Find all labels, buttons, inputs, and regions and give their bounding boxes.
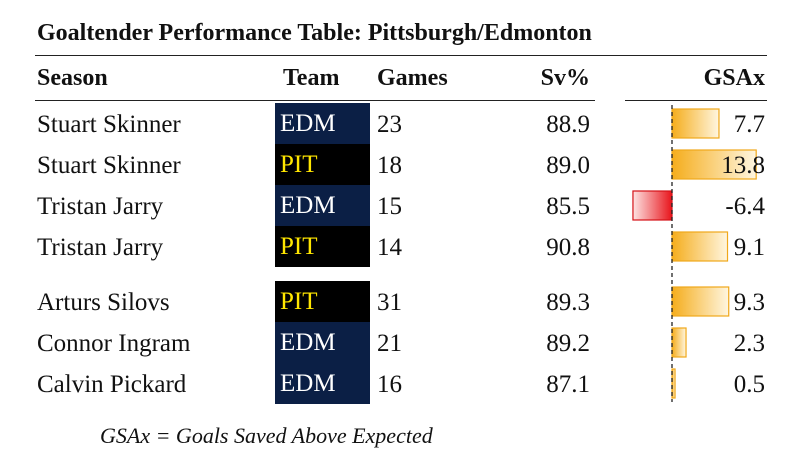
rule [35, 55, 767, 56]
team-code: PIT [280, 233, 318, 260]
team-code: EDM [280, 192, 336, 219]
gsax-bar [671, 327, 687, 358]
player-name: Connor Ingram [37, 330, 191, 357]
save-pct: 87.1 [546, 371, 590, 398]
team-code: EDM [280, 370, 336, 397]
player-name: Stuart Skinner [37, 111, 181, 138]
gsax-bar [671, 108, 720, 139]
table-title: Goaltender Performance Table: Pittsburgh… [37, 20, 592, 46]
save-pct: 89.2 [546, 330, 590, 357]
gsax-bar [632, 190, 673, 221]
save-pct: 85.5 [546, 193, 590, 220]
save-pct: 90.8 [546, 234, 590, 261]
column-header: Sv% [540, 65, 590, 91]
player-name: Stuart Skinner [37, 152, 181, 179]
save-pct: 88.9 [546, 111, 590, 138]
games: 16 [377, 371, 402, 398]
player-name: Calvin Pickard [37, 371, 187, 398]
column-header: Season [37, 65, 108, 91]
save-pct: 89.0 [546, 152, 590, 179]
gsax-value: 7.7 [733, 111, 765, 138]
gsax-value: 9.1 [733, 234, 765, 261]
games: 21 [377, 330, 402, 357]
player-name: Tristan Jarry [37, 234, 164, 261]
team-code: EDM [280, 110, 336, 137]
team-cell: EDM [275, 322, 370, 363]
team-code: EDM [280, 329, 336, 356]
rule [35, 100, 595, 101]
save-pct: 89.3 [546, 289, 590, 316]
gsax-value: 2.3 [733, 330, 765, 357]
gsax-value: 13.8 [721, 152, 765, 179]
team-cell: EDM [275, 185, 370, 226]
team-cell: PIT [275, 281, 370, 322]
gsax-value: 0.5 [733, 371, 765, 398]
column-header: Games [377, 65, 448, 91]
games: 23 [377, 111, 402, 138]
team-cell: EDM [275, 103, 370, 144]
team-cell: PIT [275, 226, 370, 267]
column-header: Team [283, 65, 340, 91]
team-code: PIT [280, 151, 318, 178]
player-name: Tristan Jarry [37, 193, 164, 220]
team-cell: PIT [275, 144, 370, 185]
gsax-bar [671, 149, 757, 180]
gsax-value: -6.4 [725, 193, 765, 220]
games: 14 [377, 234, 402, 261]
rule [625, 100, 767, 101]
team-cell: EDM [275, 363, 370, 404]
gsax-bar [671, 286, 730, 317]
games: 15 [377, 193, 402, 220]
games: 31 [377, 289, 402, 316]
games: 18 [377, 152, 402, 179]
column-header: GSAx [703, 65, 765, 91]
team-code: PIT [280, 288, 318, 315]
gsax-bar [671, 368, 676, 399]
player-name: Arturs Silovs [37, 289, 170, 316]
gsax-bar [671, 231, 729, 262]
footnote: GSAx = Goals Saved Above Expected [100, 423, 433, 448]
gsax-value: 9.3 [733, 289, 765, 316]
